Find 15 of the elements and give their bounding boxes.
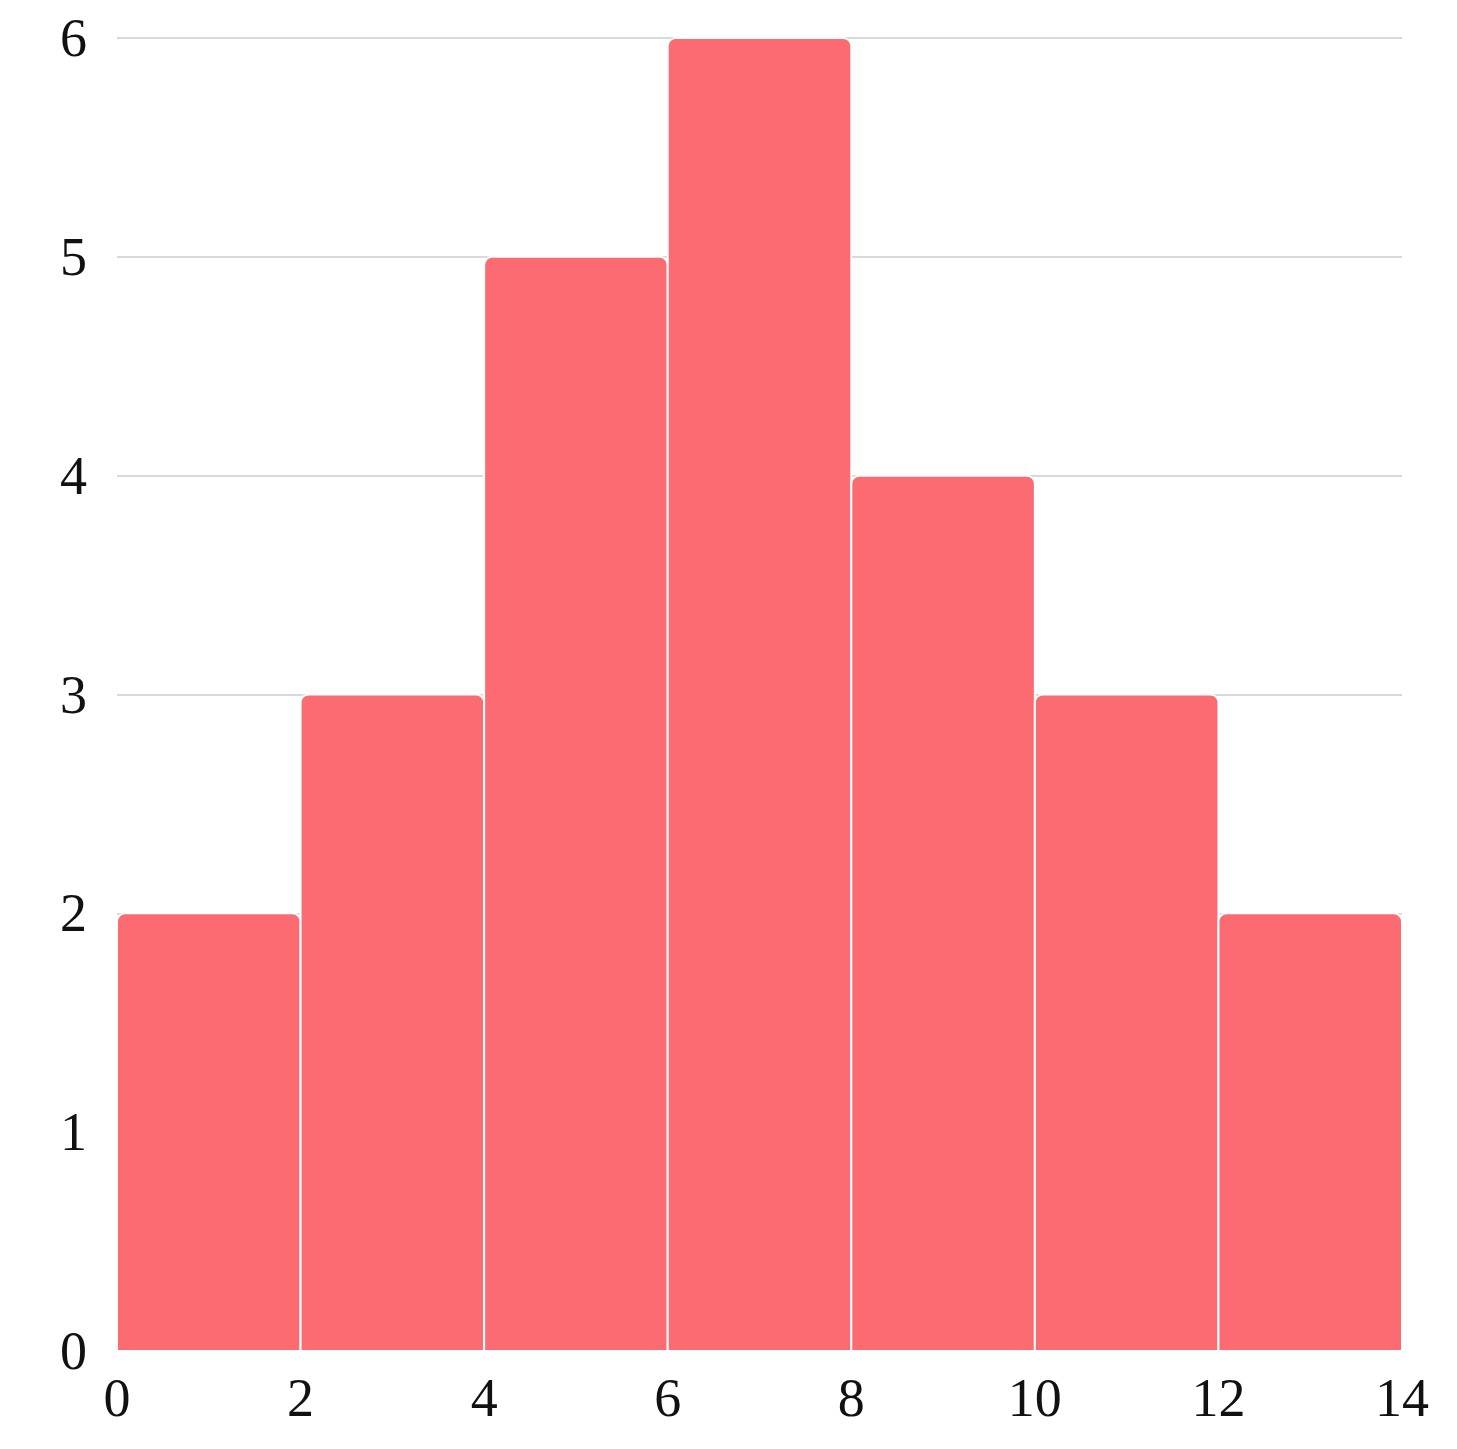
x-tick-label: 14 [1375, 1368, 1429, 1428]
x-tick-label: 0 [103, 1368, 131, 1428]
y-tick-label: 6 [60, 8, 87, 68]
y-tick-label: 4 [60, 445, 87, 506]
y-tick-label: 0 [60, 1321, 87, 1381]
x-tick-label: 6 [654, 1368, 682, 1428]
x-tick-label: 10 [1007, 1368, 1062, 1428]
x-tick-label: 2 [287, 1368, 315, 1428]
y-tick-label: 5 [60, 226, 87, 287]
y-tick-label: 2 [60, 883, 87, 944]
x-tick-label: 12 [1191, 1368, 1246, 1428]
y-tick-label: 3 [60, 664, 87, 725]
x-tick-label: 4 [470, 1368, 498, 1428]
x-tick-label: 8 [837, 1368, 865, 1428]
y-tick-label: 1 [60, 1102, 87, 1163]
